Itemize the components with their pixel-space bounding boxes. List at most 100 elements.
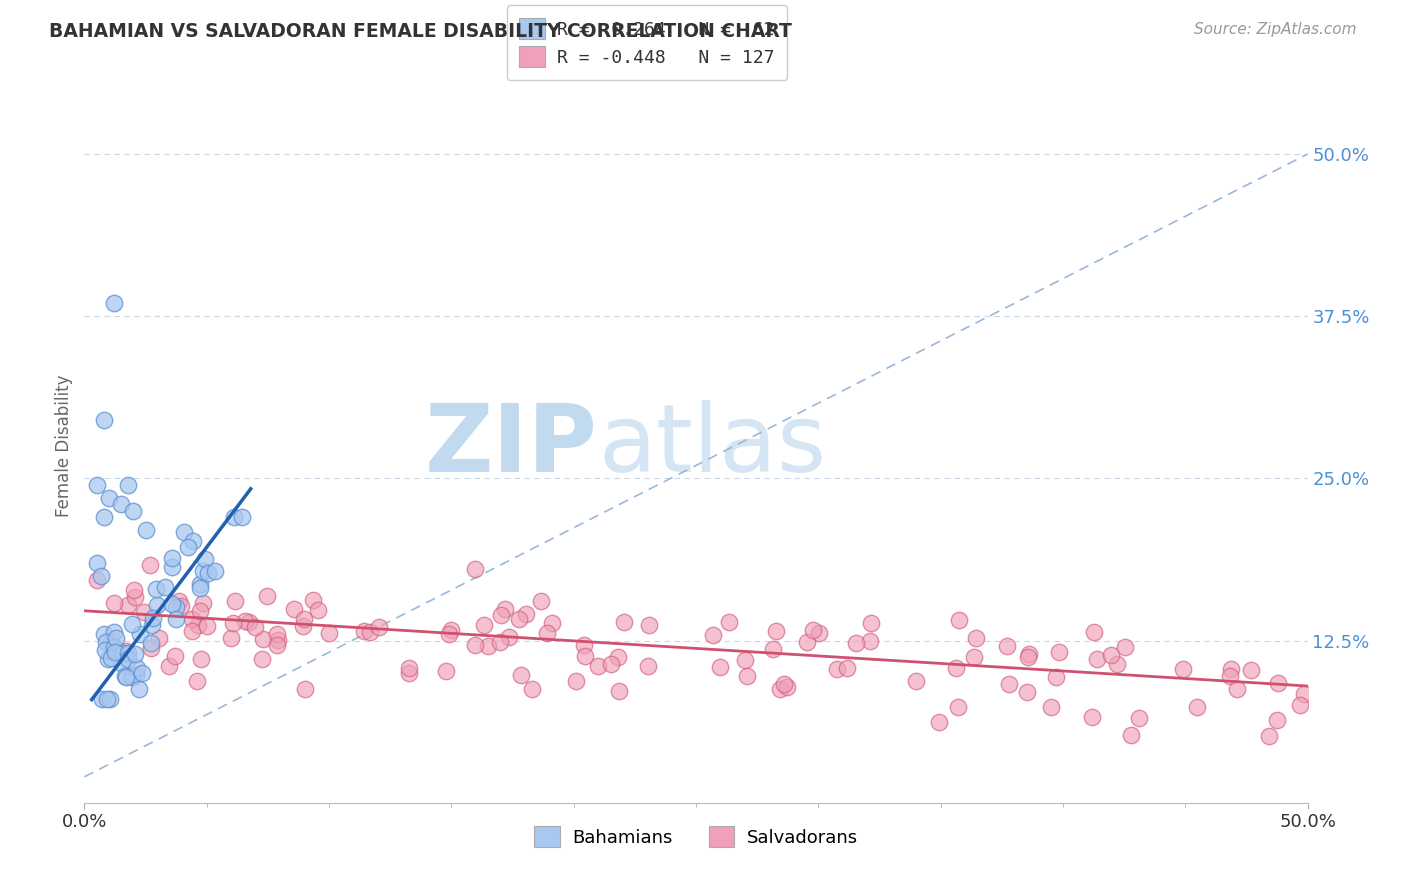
Point	[97, 652, 120, 666]
Point	[104, 631, 127, 645]
Point	[565, 674, 588, 689]
Point	[536, 626, 558, 640]
Point	[1018, 648, 1040, 662]
Point	[124, 590, 146, 604]
Point	[165, 611, 187, 625]
Point	[222, 510, 245, 524]
Point	[177, 540, 200, 554]
Point	[132, 605, 155, 619]
Text: ZIP: ZIP	[425, 400, 598, 492]
Point	[145, 582, 167, 597]
Point	[464, 562, 486, 576]
Point	[477, 639, 499, 653]
Point	[1265, 713, 1288, 727]
Point	[776, 680, 799, 694]
Point	[222, 615, 245, 630]
Point	[86, 573, 108, 587]
Point	[110, 497, 132, 511]
Point	[181, 533, 204, 548]
Point	[1017, 650, 1039, 665]
Point	[769, 681, 792, 696]
Point	[148, 631, 170, 645]
Point	[835, 661, 858, 675]
Point	[574, 638, 596, 652]
Point	[129, 626, 152, 640]
Point	[117, 478, 139, 492]
Point	[1107, 657, 1129, 671]
Point	[440, 623, 463, 637]
Point	[94, 642, 117, 657]
Point	[318, 626, 340, 640]
Y-axis label: Female Disability: Female Disability	[55, 375, 73, 517]
Point	[104, 645, 127, 659]
Point	[398, 665, 420, 680]
Point	[124, 647, 146, 661]
Point	[283, 601, 305, 615]
Point	[437, 627, 460, 641]
Point	[160, 559, 183, 574]
Point	[353, 624, 375, 638]
Point	[945, 661, 967, 675]
Point	[762, 641, 785, 656]
Point	[190, 581, 212, 595]
Point	[169, 599, 191, 613]
Point	[607, 650, 630, 665]
Point	[948, 613, 970, 627]
Point	[530, 593, 553, 607]
Point	[160, 597, 183, 611]
Point	[256, 590, 278, 604]
Point	[359, 625, 381, 640]
Point	[98, 692, 121, 706]
Point	[1128, 711, 1150, 725]
Point	[103, 624, 125, 639]
Point	[494, 601, 516, 615]
Point	[93, 627, 115, 641]
Point	[860, 615, 883, 630]
Point	[398, 661, 420, 675]
Point	[541, 615, 564, 630]
Point	[181, 624, 204, 638]
Point	[946, 700, 969, 714]
Point	[1083, 625, 1105, 640]
Point	[250, 651, 273, 665]
Point	[173, 524, 195, 539]
Point	[1047, 645, 1070, 659]
Point	[145, 599, 167, 613]
Point	[238, 615, 260, 629]
Point	[709, 660, 731, 674]
Point	[204, 564, 226, 578]
Point	[115, 644, 138, 658]
Point	[194, 552, 217, 566]
Point	[139, 558, 162, 573]
Point	[97, 491, 120, 505]
Point	[122, 582, 145, 597]
Point	[586, 659, 609, 673]
Point	[498, 630, 520, 644]
Point	[574, 649, 596, 664]
Point	[1267, 676, 1289, 690]
Point	[489, 607, 512, 622]
Point	[190, 652, 212, 666]
Point	[117, 652, 139, 666]
Point	[965, 632, 987, 646]
Point	[734, 653, 756, 667]
Point	[464, 638, 486, 652]
Point	[125, 661, 148, 675]
Point	[121, 617, 143, 632]
Point	[607, 683, 630, 698]
Point	[142, 610, 165, 624]
Point	[963, 649, 986, 664]
Point	[188, 604, 211, 618]
Point	[181, 612, 204, 626]
Point	[224, 593, 246, 607]
Text: BAHAMIAN VS SALVADORAN FEMALE DISABILITY CORRELATION CHART: BAHAMIAN VS SALVADORAN FEMALE DISABILITY…	[49, 22, 792, 41]
Point	[998, 677, 1021, 691]
Point	[638, 618, 661, 632]
Point	[510, 667, 533, 681]
Point	[904, 674, 927, 689]
Point	[307, 603, 329, 617]
Point	[128, 682, 150, 697]
Point	[1220, 662, 1243, 676]
Point	[96, 692, 118, 706]
Point	[188, 576, 211, 591]
